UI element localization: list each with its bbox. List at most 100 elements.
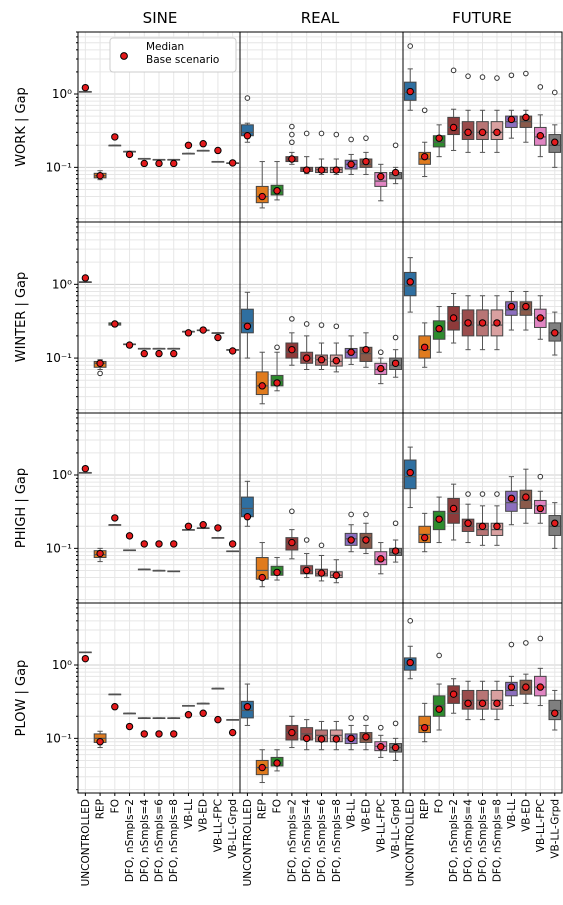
base-marker [522,493,530,501]
base-marker [478,319,487,327]
box-rep [93,730,107,749]
box-dfo-nsmpls-4 [461,680,475,721]
box-rep [255,161,269,209]
base-marker [125,532,134,540]
base-marker [96,359,104,367]
box-vb-ll [182,141,195,155]
x-tick-label: DFO, nSmpls=2 [448,799,460,882]
box-dfo-nsmpls-6 [476,491,489,546]
box-dfo-nsmpls-6 [152,540,166,572]
y-tick-label: 10⁻¹ [46,160,73,174]
box-dfo-nsmpls-2 [447,293,460,344]
base-marker [214,715,222,724]
box-dfo-nsmpls-4 [137,540,151,571]
base-marker [96,171,104,180]
base-marker [184,329,193,337]
outlier [450,67,457,74]
column-title: FUTURE [452,9,512,27]
box-vb-ll-grpd [226,540,240,553]
box-vb-ed [196,702,210,717]
base-marker [258,763,266,772]
outlier [348,136,354,143]
base-marker [377,555,385,563]
box-vb-ed [359,135,373,175]
box-vb-ll-fpc [211,687,225,724]
base-marker [317,356,326,364]
base-marker [391,547,400,555]
box-dfo-nsmpls-6 [152,717,166,738]
box-uncontrolled [240,95,254,143]
outlier [244,95,251,101]
outlier [289,123,295,130]
base-marker [507,494,516,503]
base-marker [273,568,281,577]
box-dfo-nsmpls-6 [476,295,489,351]
base-marker [507,683,516,691]
base-marker [406,468,414,477]
base-marker [81,654,90,663]
base-marker [228,347,237,355]
y-axis: 10⁻¹ 10⁰ [46,31,78,220]
base-marker [214,333,222,342]
panel [239,221,404,414]
base-marker [140,540,148,548]
base-marker [199,521,207,529]
panel [402,602,563,794]
x-tick-label: VB-LL-Grpd [549,799,561,859]
base-marker [111,703,119,711]
base-marker [347,734,355,743]
base-marker [406,278,414,286]
box-vb-ll [344,715,358,751]
base-marker [199,326,207,334]
base-marker [332,735,341,743]
base-marker [317,735,326,743]
outlier [465,491,471,497]
outlier [523,70,529,77]
box-dfo-nsmpls-6 [152,158,166,168]
box-vb-ll-fpc [534,473,547,524]
legend-frame [109,37,237,73]
box-vb-ll-grpd [389,720,403,761]
legend-base: Base scenario [146,54,219,66]
box-uncontrolled [78,274,92,283]
x-tick-label: REP [95,799,107,819]
x-tick-label: VB-LL-Grpd [390,799,402,859]
box-vb-ll-grpd [226,347,240,355]
box-fo [432,306,446,353]
legend: Median Base scenario [109,37,237,73]
box-uncontrolled [403,618,417,680]
box-rep [93,170,107,181]
base-marker [377,364,385,373]
x-tick-label: VB-ED [520,799,532,832]
base-marker [170,159,178,168]
x-tick-label: FO [109,799,121,813]
box-fo [270,749,284,772]
base-marker [449,504,458,513]
outlier [289,508,295,515]
base-marker [228,728,237,737]
box-dfo-nsmpls-4 [137,347,151,358]
box-dfo-nsmpls-8 [490,680,504,721]
base-marker [125,341,134,349]
box-uncontrolled [78,464,92,474]
row-label: PLOW | Gap [14,660,29,737]
box-rep [418,107,431,178]
box-vb-ed [519,640,533,704]
base-marker [449,314,458,322]
panel [239,412,404,604]
panel [239,602,404,794]
box-vb-ll-grpd [548,502,562,549]
box-dfo-nsmpls-6 [315,130,328,175]
base-marker [347,160,355,169]
base-marker [332,357,341,365]
base-marker [391,743,400,752]
box-vb-ll-grpd [226,719,240,737]
box-vb-ll [182,329,195,337]
outlier [303,321,310,327]
outlier [333,131,340,138]
box-fo [108,514,122,526]
outlier [479,74,486,80]
base-marker [420,343,429,351]
x-tick-label: VB-ED [198,799,210,832]
